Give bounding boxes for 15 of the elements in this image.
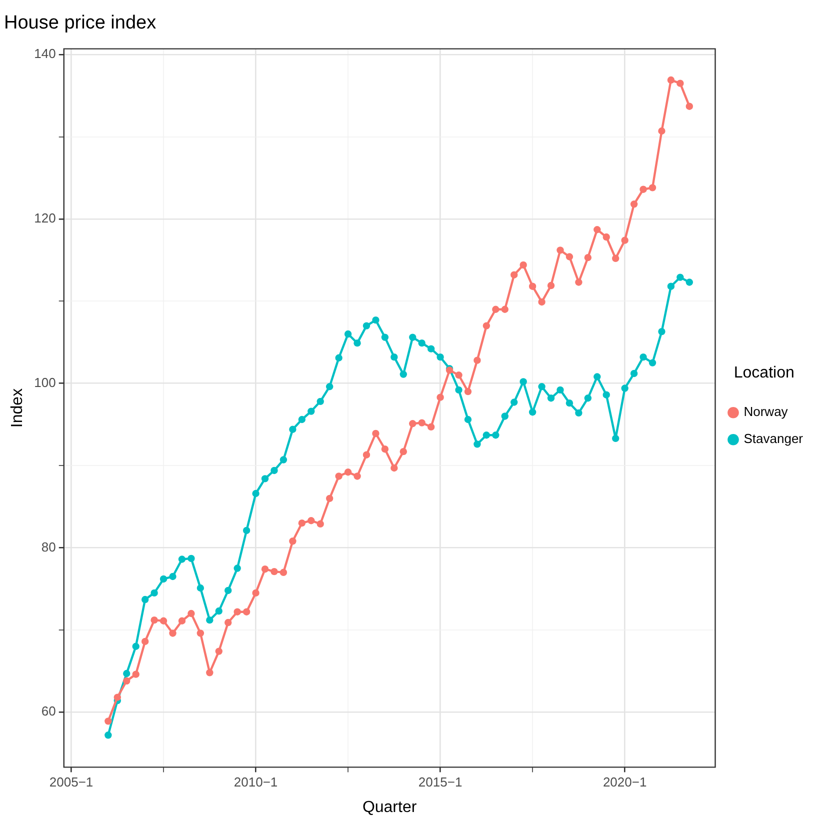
legend-title: Location — [734, 364, 794, 382]
x-tick-label: 2010−1 — [234, 774, 278, 790]
y-axis-title: Index — [9, 388, 26, 428]
y-tick-label: 80 — [41, 539, 56, 554]
legend-label: Stavanger — [744, 431, 804, 446]
y-tick-label: 140 — [34, 46, 56, 62]
x-tick-label: 2020−1 — [602, 774, 647, 790]
y-tick-label: 60 — [41, 704, 56, 719]
y-tick-label: 120 — [34, 210, 56, 226]
x-tick-label: 2005−1 — [49, 774, 94, 790]
x-tick-label: 2015−1 — [418, 774, 462, 790]
legend-label: Norway — [744, 404, 788, 420]
x-axis-title: Quarter — [362, 798, 418, 816]
y-tick-label: 100 — [34, 374, 56, 390]
chart-title: House price index — [4, 12, 157, 34]
